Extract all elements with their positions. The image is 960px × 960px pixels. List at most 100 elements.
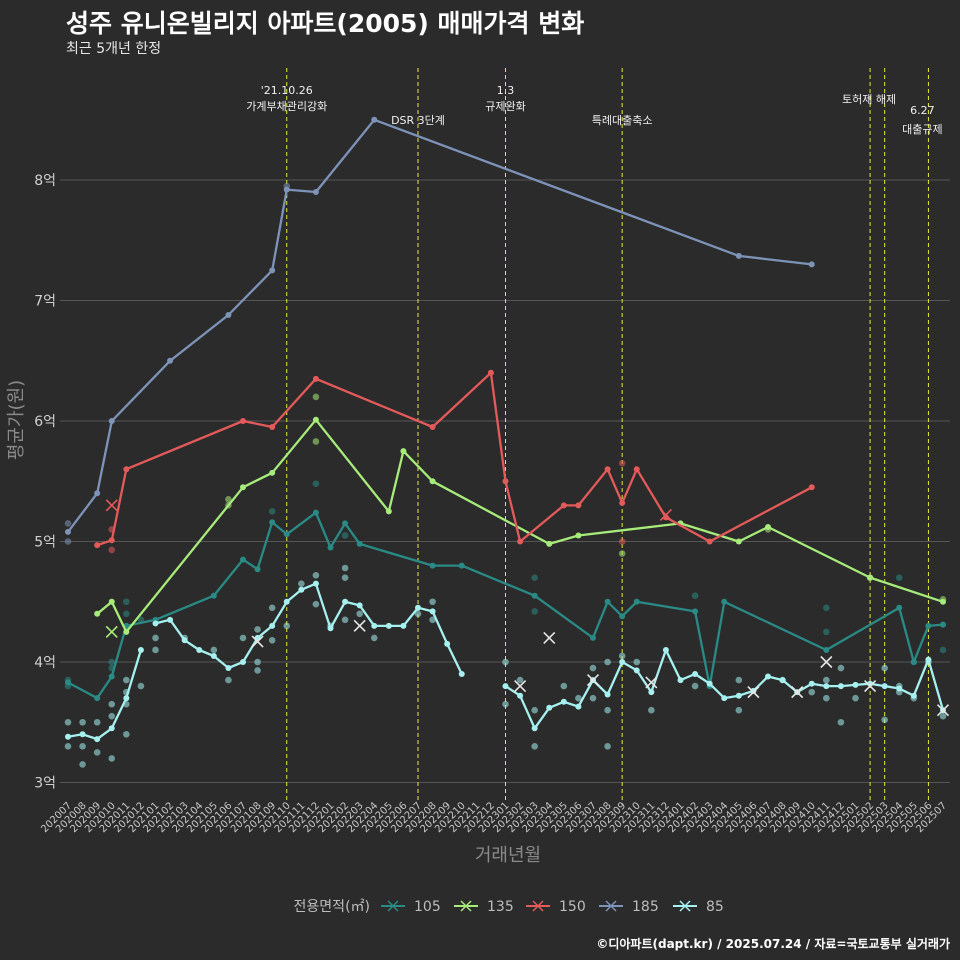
series-point-185 — [225, 311, 232, 318]
scatter-point-85 — [268, 604, 276, 612]
scatter-point-85 — [239, 634, 247, 642]
scatter-point-85 — [589, 664, 597, 672]
series-point-135 — [385, 508, 392, 515]
series-point-85 — [721, 695, 728, 702]
scatter-point-105 — [939, 646, 947, 654]
series-point-85 — [108, 725, 115, 732]
series-point-85 — [706, 680, 713, 687]
scatter-point-85 — [137, 682, 145, 690]
x-axis-title: 거래년월 — [475, 845, 541, 866]
series-point-135 — [429, 478, 436, 485]
series-point-135 — [240, 484, 246, 491]
scatter-point-85 — [341, 574, 349, 581]
series-point-85 — [181, 637, 188, 644]
series-point-105 — [65, 679, 71, 686]
series-point-185 — [94, 490, 101, 497]
scatter-point-85 — [93, 749, 101, 756]
cancel-mark-85 — [645, 676, 658, 689]
scatter-point-85 — [531, 743, 538, 750]
series-point-185 — [269, 267, 276, 274]
series-line-150 — [96, 371, 813, 547]
annotation-label: DSR 3단계 — [391, 114, 445, 127]
series-point-85 — [444, 640, 451, 647]
scatter-point-135 — [225, 496, 232, 503]
series-point-105 — [604, 598, 611, 605]
scatter-point-85 — [152, 634, 159, 642]
series-point-85 — [342, 598, 349, 605]
scatter-point-105 — [108, 658, 116, 666]
y-tick-label: 8억 — [34, 173, 56, 189]
y-axis-title: 평균가(원) — [6, 380, 27, 460]
series-point-185 — [65, 528, 71, 535]
legend-label-135: 135 — [487, 899, 514, 915]
cancel-mark-150 — [659, 508, 672, 522]
series-point-105 — [910, 659, 917, 665]
scatter-point-85 — [837, 718, 845, 726]
series-point-85 — [910, 692, 917, 699]
series-point-105 — [240, 556, 246, 563]
scatter-point-85 — [881, 716, 888, 724]
series-point-85 — [327, 625, 334, 632]
series-point-85 — [881, 683, 888, 690]
legend-label-150: 150 — [559, 899, 586, 915]
scatter-point-85 — [93, 718, 101, 726]
legend-x-150 — [532, 900, 544, 912]
scatter-point-105 — [895, 574, 903, 581]
scatter-point-85 — [604, 743, 611, 750]
series-point-85 — [371, 622, 378, 629]
series-point-185 — [283, 186, 290, 193]
scatter-point-85 — [808, 688, 816, 696]
cancel-markers — [105, 499, 950, 717]
series-point-150 — [808, 484, 815, 491]
scatter-point-85 — [516, 676, 524, 684]
series-point-85 — [502, 683, 509, 690]
scatter-point-85 — [618, 652, 626, 660]
scatter-point-135 — [312, 438, 320, 445]
legend-x-105 — [387, 900, 399, 912]
series-point-85 — [648, 689, 655, 696]
series-point-105 — [531, 592, 538, 599]
series-point-85 — [137, 646, 144, 653]
scatter-point-150 — [108, 546, 116, 554]
y-tick-label: 6억 — [34, 414, 56, 430]
scatter-point-85 — [312, 600, 320, 608]
chart-title: 성주 유니온빌리지 아파트(2005) 매매가격 변화 — [66, 9, 585, 38]
scatter-point-105 — [123, 598, 130, 606]
series-point-105 — [896, 604, 903, 611]
series-point-105 — [283, 531, 290, 538]
series-point-85 — [750, 687, 757, 694]
scatter-point-150 — [618, 459, 626, 467]
series-point-85 — [531, 725, 538, 732]
y-tick-label: 7억 — [34, 294, 56, 310]
scatter-point-85 — [64, 743, 72, 750]
cancel-mark-85 — [251, 635, 264, 648]
series-point-85 — [662, 646, 669, 653]
series-point-105 — [94, 695, 101, 702]
x-axis-ticks: 2020072020082020092020102020112020122021… — [39, 800, 949, 835]
series-point-85 — [575, 703, 582, 710]
legend-x-185 — [605, 900, 617, 912]
y-tick-label: 3억 — [34, 776, 56, 792]
scatter-point-105 — [531, 574, 538, 581]
series-line-185 — [67, 118, 812, 533]
series-point-185 — [108, 418, 115, 424]
series-point-135 — [940, 598, 946, 605]
series-point-85 — [240, 659, 246, 665]
series-point-85 — [896, 685, 903, 692]
series-point-85 — [837, 683, 844, 690]
cancel-mark-85 — [514, 680, 527, 693]
legend-x-135 — [460, 900, 472, 912]
source-caption: ©디아파트(dapt.kr) / 2025.07.24 / 자료=국토교통부 실… — [596, 937, 950, 951]
scatter-point-135 — [618, 550, 626, 557]
series-point-105 — [619, 613, 626, 620]
scatter-point-85 — [531, 706, 538, 714]
scatter-point-85 — [881, 664, 888, 672]
scatter-point-185 — [64, 520, 72, 527]
series-point-85 — [196, 646, 203, 653]
scatter-point-85 — [298, 580, 305, 587]
series-point-135 — [312, 416, 319, 423]
series-point-85 — [123, 695, 130, 702]
scatter-point-85 — [560, 682, 568, 690]
series-point-105 — [210, 592, 217, 599]
series-point-105 — [429, 562, 436, 569]
